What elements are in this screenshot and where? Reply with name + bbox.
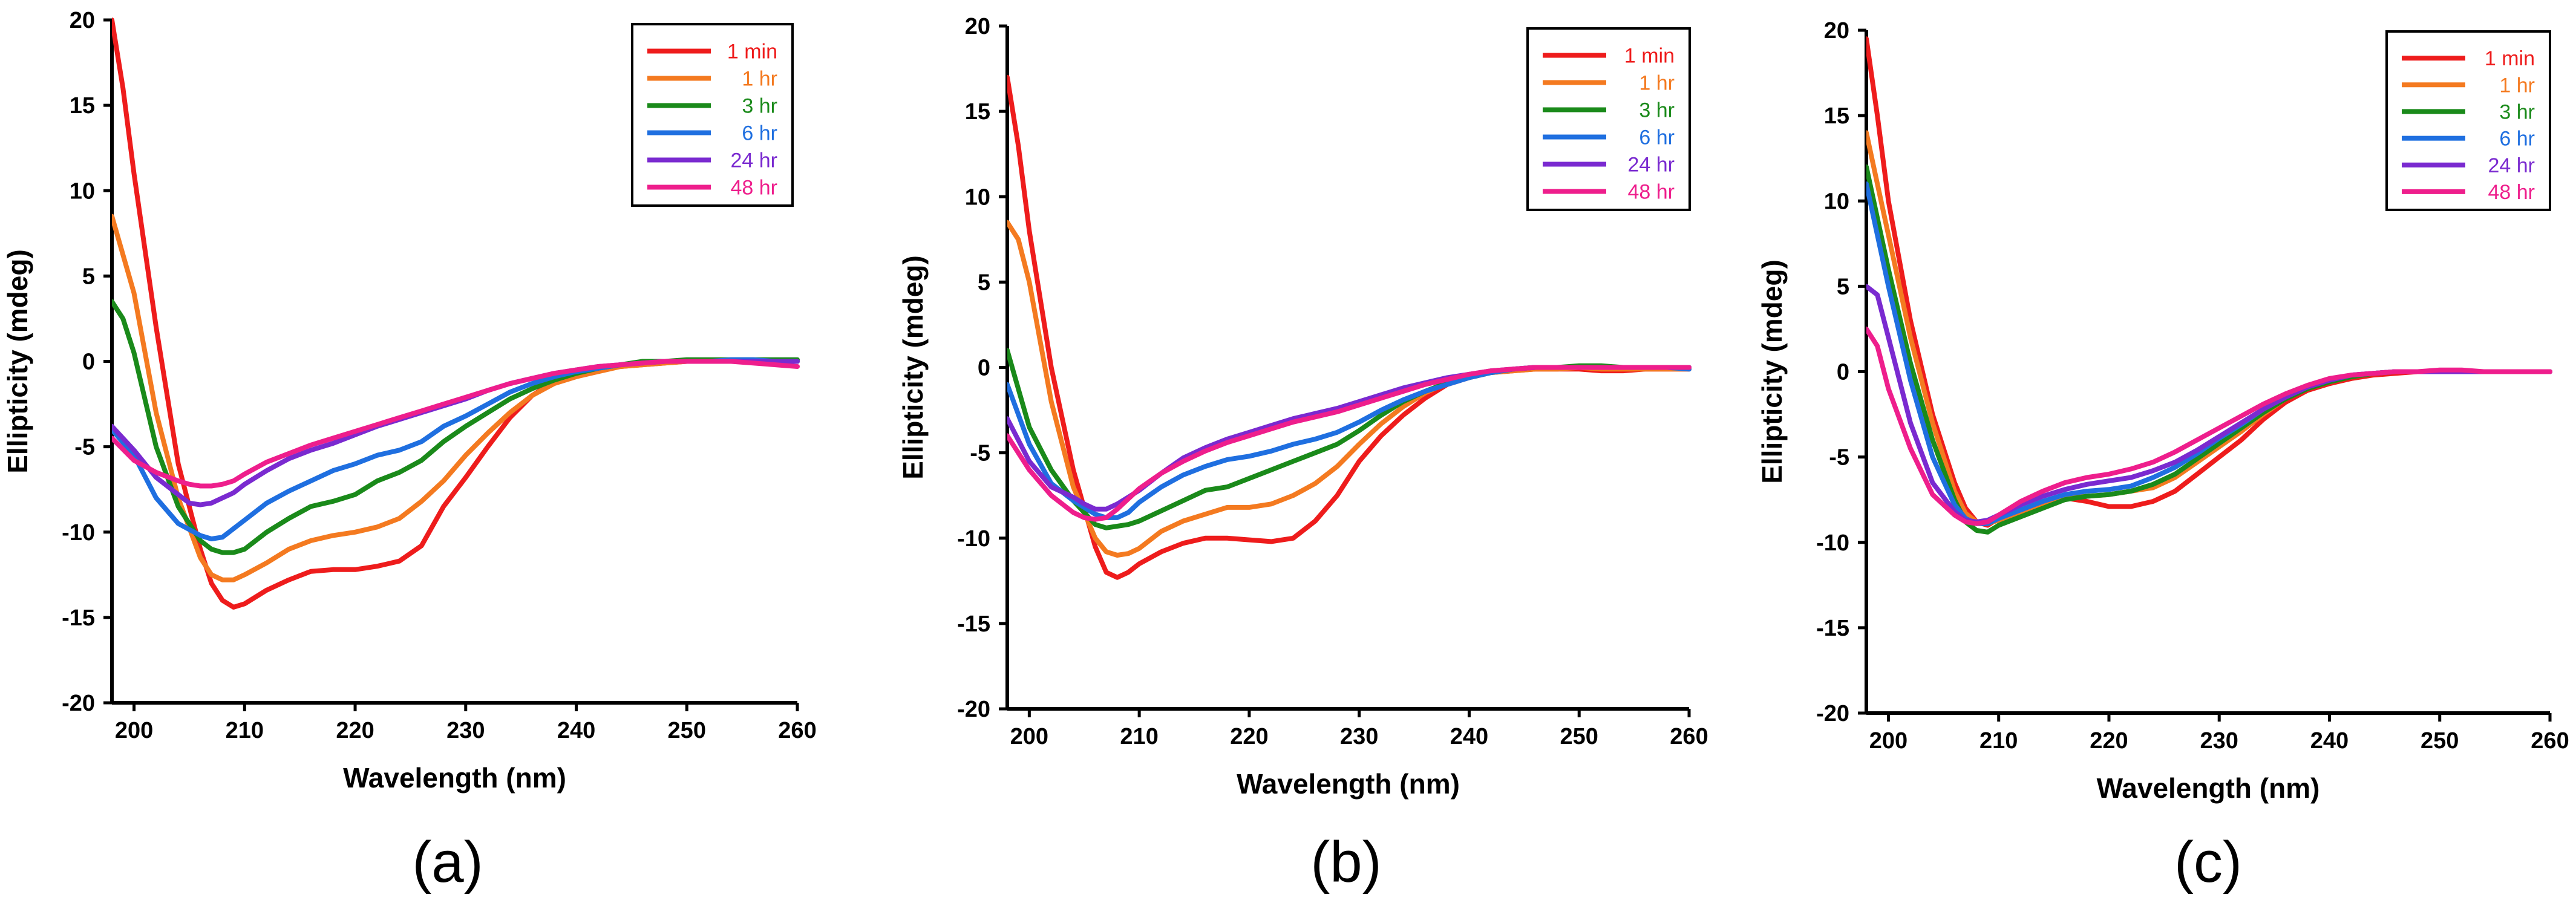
- legend-label: 48 hr: [1628, 181, 1675, 204]
- legend-label: 3 hr: [1639, 99, 1675, 122]
- x-tick-label: 210: [1979, 728, 2018, 754]
- legend-label: 1 min: [1624, 45, 1675, 68]
- x-tick-label: 260: [778, 718, 816, 743]
- x-tick-label: 250: [2421, 728, 2459, 754]
- y-tick-label: 5: [82, 264, 95, 289]
- legend-box: [631, 23, 794, 207]
- series-line-1-hr: [112, 214, 800, 582]
- y-tick-label: 15: [1824, 103, 1849, 129]
- x-tick-label: 250: [668, 718, 706, 743]
- x-tick-label: 260: [1670, 724, 1708, 749]
- y-tick-label: 20: [965, 14, 990, 39]
- series-line-24-hr: [1866, 284, 2552, 524]
- y-tick-label: 15: [965, 99, 990, 125]
- x-tick-label: 240: [2310, 728, 2349, 754]
- series-line-3-hr: [1007, 348, 1692, 530]
- y-tick-label: -15: [1816, 616, 1849, 641]
- x-tick-label: 260: [2531, 728, 2569, 754]
- x-tick-label: 230: [446, 718, 485, 743]
- legend-label: 48 hr: [2488, 181, 2535, 204]
- legend: 1 min 1 hr 3 hr 6 hr 24 hr 48 hr: [1526, 27, 1691, 211]
- chart-panel: 20 15 10 5 0 -5 -10 -15 -20 200 210 220 230 240 250 260…: [897, 14, 1708, 895]
- series-group: [112, 18, 800, 610]
- legend-label: 1 hr: [742, 68, 777, 91]
- panel-caption: (c): [2174, 830, 2242, 895]
- series-line-6-hr: [1866, 181, 2552, 526]
- series-line-6-hr: [112, 357, 800, 541]
- x-tick-label: 250: [1560, 724, 1598, 749]
- x-tick-label: 200: [1010, 724, 1048, 749]
- x-tick-label: 230: [1340, 724, 1378, 749]
- series-line-48-hr: [1007, 365, 1692, 522]
- chart-panel: 20 15 10 5 0 -5 -10 -15 -20 200 210 220 230 240 250 260…: [1756, 18, 2569, 895]
- legend-label: 24 hr: [1628, 154, 1675, 177]
- y-tick-label: 0: [1837, 360, 1849, 385]
- x-tick-label: 240: [1450, 724, 1488, 749]
- legend-label: 1 hr: [2499, 74, 2535, 97]
- x-tick-label: 220: [2090, 728, 2128, 754]
- x-axis-title: Wavelength (nm): [1237, 768, 1460, 800]
- x-tick-label: 210: [1120, 724, 1158, 749]
- x-tick-label: 200: [115, 718, 153, 743]
- y-tick-label: -20: [957, 697, 990, 722]
- y-tick-label: 20: [70, 8, 95, 33]
- legend-box: [1526, 27, 1691, 211]
- legend-box: [2385, 30, 2551, 211]
- y-tick-label: -15: [957, 611, 990, 637]
- y-tick-label: -5: [1829, 445, 1849, 471]
- legend-label: 1 min: [2485, 47, 2535, 70]
- series-group: [1007, 74, 1692, 580]
- panel-caption: (b): [1310, 830, 1381, 895]
- series-line-3-hr: [112, 299, 800, 555]
- y-tick-label: -10: [1816, 530, 1849, 556]
- y-tick-label: -5: [970, 441, 990, 466]
- y-tick-label: -20: [62, 691, 95, 716]
- x-tick-label: 200: [1869, 728, 1907, 754]
- y-tick-label: 15: [70, 93, 95, 119]
- y-axis-title: Ellipticity (mdeg): [897, 255, 929, 480]
- x-tick-label: 230: [2200, 728, 2238, 754]
- x-axis-title: Wavelength (nm): [2097, 772, 2320, 804]
- x-tick-label: 210: [226, 718, 264, 743]
- y-tick-label: -20: [1816, 701, 1849, 726]
- legend-label: 24 hr: [2488, 154, 2535, 177]
- chart-panel: 20 15 10 5 0 -5 -10 -15 -20 200 210 220 230 240 250 260…: [2, 8, 817, 895]
- y-tick-label: 0: [978, 356, 990, 381]
- legend-label: 48 hr: [731, 177, 778, 200]
- series-line-6-hr: [1007, 365, 1692, 520]
- y-axis-title: Ellipticity (mdeg): [1756, 259, 1788, 484]
- series-line-48-hr: [112, 359, 800, 489]
- y-tick-label: 0: [82, 350, 95, 375]
- y-tick-label: 10: [965, 184, 990, 210]
- panel-caption: (a): [412, 830, 483, 895]
- y-tick-label: -5: [74, 435, 95, 460]
- legend-label: 1 min: [727, 41, 777, 64]
- legend: 1 min 1 hr 3 hr 6 hr 24 hr 48 hr: [631, 23, 794, 207]
- y-tick-label: 5: [1837, 274, 1849, 299]
- x-axis-title: Wavelength (nm): [343, 762, 566, 794]
- legend-label: 3 hr: [742, 95, 777, 118]
- series-group: [1866, 36, 2552, 535]
- x-tick-label: 220: [336, 718, 374, 743]
- x-tick-label: 220: [1230, 724, 1268, 749]
- y-tick-label: -10: [957, 526, 990, 552]
- y-tick-label: -15: [62, 605, 95, 631]
- legend: 1 min 1 hr 3 hr 6 hr 24 hr 48 hr: [2385, 30, 2551, 211]
- series-line-48-hr: [1866, 326, 2552, 526]
- y-tick-label: 10: [70, 178, 95, 204]
- legend-label: 6 hr: [742, 122, 777, 145]
- y-tick-label: 5: [978, 270, 990, 295]
- x-tick-label: 240: [557, 718, 595, 743]
- y-tick-label: 20: [1824, 18, 1849, 44]
- y-axis-title: Ellipticity (mdeg): [2, 249, 33, 474]
- legend-label: 1 hr: [1639, 72, 1675, 95]
- legend-label: 3 hr: [2499, 100, 2535, 123]
- y-tick-label: 10: [1824, 189, 1849, 214]
- legend-label: 6 hr: [2499, 128, 2535, 151]
- legend-label: 6 hr: [1639, 126, 1675, 149]
- legend-label: 24 hr: [731, 149, 778, 172]
- y-tick-label: -10: [62, 520, 95, 546]
- series-line-3-hr: [1866, 164, 2552, 535]
